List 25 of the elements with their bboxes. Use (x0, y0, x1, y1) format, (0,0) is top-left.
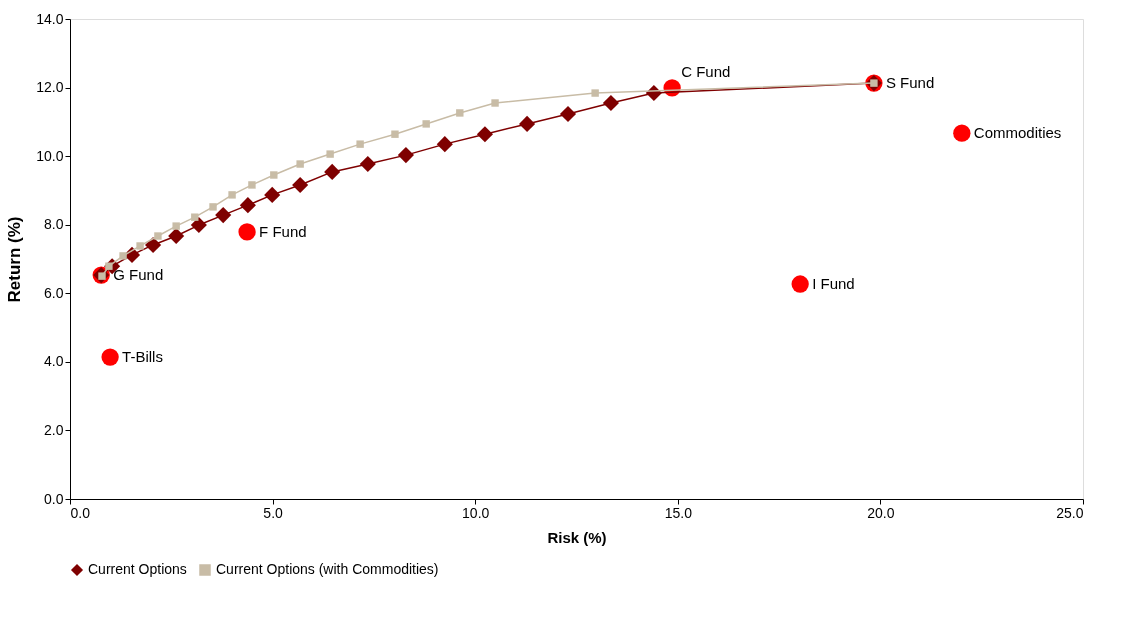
x-tick-label: 0.0 (70, 504, 91, 521)
x-tick-label: 20.0 (867, 504, 895, 521)
y-axis-title: Return (%) (5, 216, 25, 303)
y-tick-label: 10.0 (36, 147, 64, 164)
y-tick-label: 4.0 (44, 353, 64, 370)
y-tick-label: 2.0 (44, 421, 64, 438)
y-tick-label: 14.0 (36, 10, 64, 27)
x-tick-label: 15.0 (664, 504, 693, 521)
annotation: S Fund (885, 74, 935, 92)
x-tick-label: 10.0 (462, 504, 490, 521)
x-tick-label: 5.0 (263, 504, 284, 521)
y-tick-label: 6.0 (44, 284, 64, 301)
x-axis-title: Risk (%) (547, 528, 607, 546)
y-tick-label: 0.0 (44, 490, 64, 507)
y-tick-label: 12.0 (36, 79, 64, 96)
annotation: T-Bills (122, 348, 163, 366)
legend-label: Current Options (with Commodities) (216, 561, 439, 577)
annotation: C Fund (681, 62, 731, 80)
legend-label: Current Options (88, 561, 187, 577)
annotation: I Fund (812, 275, 855, 293)
y-tick-label: 8.0 (44, 216, 64, 233)
x-tick-label: 25.0 (1056, 504, 1084, 521)
annotation: Commodities (973, 124, 1062, 142)
annotation: F Fund (259, 222, 307, 240)
annotation: G Fund (113, 266, 164, 284)
